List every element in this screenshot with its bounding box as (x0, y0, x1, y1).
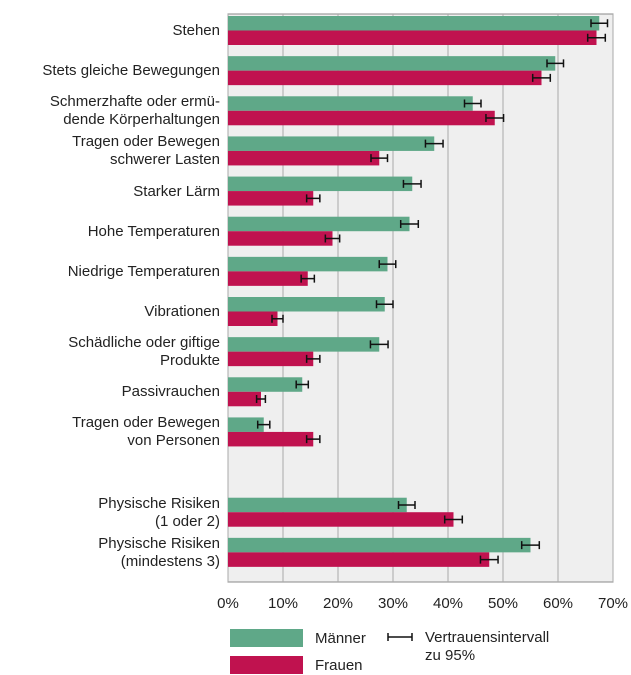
x-tick-label: 70% (598, 595, 628, 612)
bar (228, 351, 314, 367)
category-label: Tragen oder Bewegen schwerer Lasten (72, 133, 220, 169)
bar (228, 176, 413, 192)
bar (228, 256, 388, 272)
bar (228, 431, 314, 447)
bar (228, 271, 308, 286)
bar (228, 30, 597, 45)
bar (228, 16, 600, 31)
category-label: Tragen oder Bewegen von Personen (72, 414, 220, 450)
bar (228, 297, 385, 312)
x-tick-label: 0% (217, 595, 239, 612)
category-label: Physische Risiken (1 oder 2) (98, 494, 220, 530)
category-label: Schädliche oder giftige Produkte (68, 334, 220, 370)
error-bar (378, 260, 397, 269)
error-bar (370, 154, 389, 163)
bar (228, 191, 314, 206)
bar (228, 391, 261, 407)
error-bar (590, 19, 609, 28)
error-bar (305, 194, 321, 203)
x-tick-label: 60% (543, 595, 573, 612)
bar (228, 96, 473, 111)
error-bar (256, 420, 271, 429)
bar (228, 110, 495, 126)
legend-swatch (230, 656, 303, 674)
category-label: Hohe Temperaturen (87, 222, 220, 240)
bar (228, 337, 380, 352)
error-bar (485, 114, 505, 123)
error-bar (324, 234, 341, 243)
legend-swatch (230, 629, 303, 647)
error-bar (397, 500, 416, 509)
error-bar (305, 435, 321, 444)
bar (228, 417, 264, 432)
legend-label: Frauen (315, 657, 363, 674)
category-label: Vibrationen (144, 303, 220, 320)
error-bar (520, 541, 541, 550)
x-tick-label: 50% (488, 595, 518, 612)
x-tick-label: 20% (323, 595, 353, 612)
category-label: Stets gleiche Bewegungen (42, 62, 220, 80)
error-bar (305, 354, 321, 363)
x-tick-label: 40% (433, 595, 463, 612)
legend-errorbar-label: Vertrauensintervall zu 95% (425, 629, 550, 664)
category-label: Physische Risiken (mindestens 3) (98, 534, 220, 570)
error-bar (443, 515, 464, 524)
bar (228, 150, 380, 166)
error-bar (295, 380, 310, 389)
error-bar (586, 33, 607, 42)
bar (228, 136, 435, 151)
bar (228, 377, 303, 392)
error-bar (531, 73, 552, 82)
bar (228, 311, 278, 326)
error-bar (463, 99, 482, 108)
error-bar (402, 179, 422, 188)
error-bar (479, 555, 499, 564)
bar (228, 56, 556, 71)
error-bar (271, 314, 284, 323)
bar (228, 552, 490, 567)
bar (228, 216, 410, 232)
bar (228, 512, 454, 527)
error-bar (369, 340, 389, 349)
x-tick-label: 10% (268, 595, 298, 612)
error-bar (399, 219, 420, 228)
error-bar (546, 59, 565, 68)
category-label: Schmerzhafte oder ermü- dende Körperhalt… (49, 93, 220, 129)
bar (228, 497, 407, 513)
category-label: Passivrauchen (121, 383, 220, 401)
error-bar (255, 395, 267, 404)
x-tick-label: 30% (378, 595, 408, 612)
bar (228, 231, 333, 246)
error-bar (300, 274, 316, 283)
legend-errorbar (387, 633, 413, 641)
bar (228, 537, 531, 553)
error-bar (424, 139, 444, 148)
category-label: Niedrige Temperaturen (67, 262, 220, 280)
category-label: Starker Lärm (133, 182, 220, 200)
bar (228, 70, 542, 86)
error-bar (375, 300, 394, 309)
category-label: Stehen (172, 22, 220, 39)
legend-label: Männer (315, 630, 366, 647)
